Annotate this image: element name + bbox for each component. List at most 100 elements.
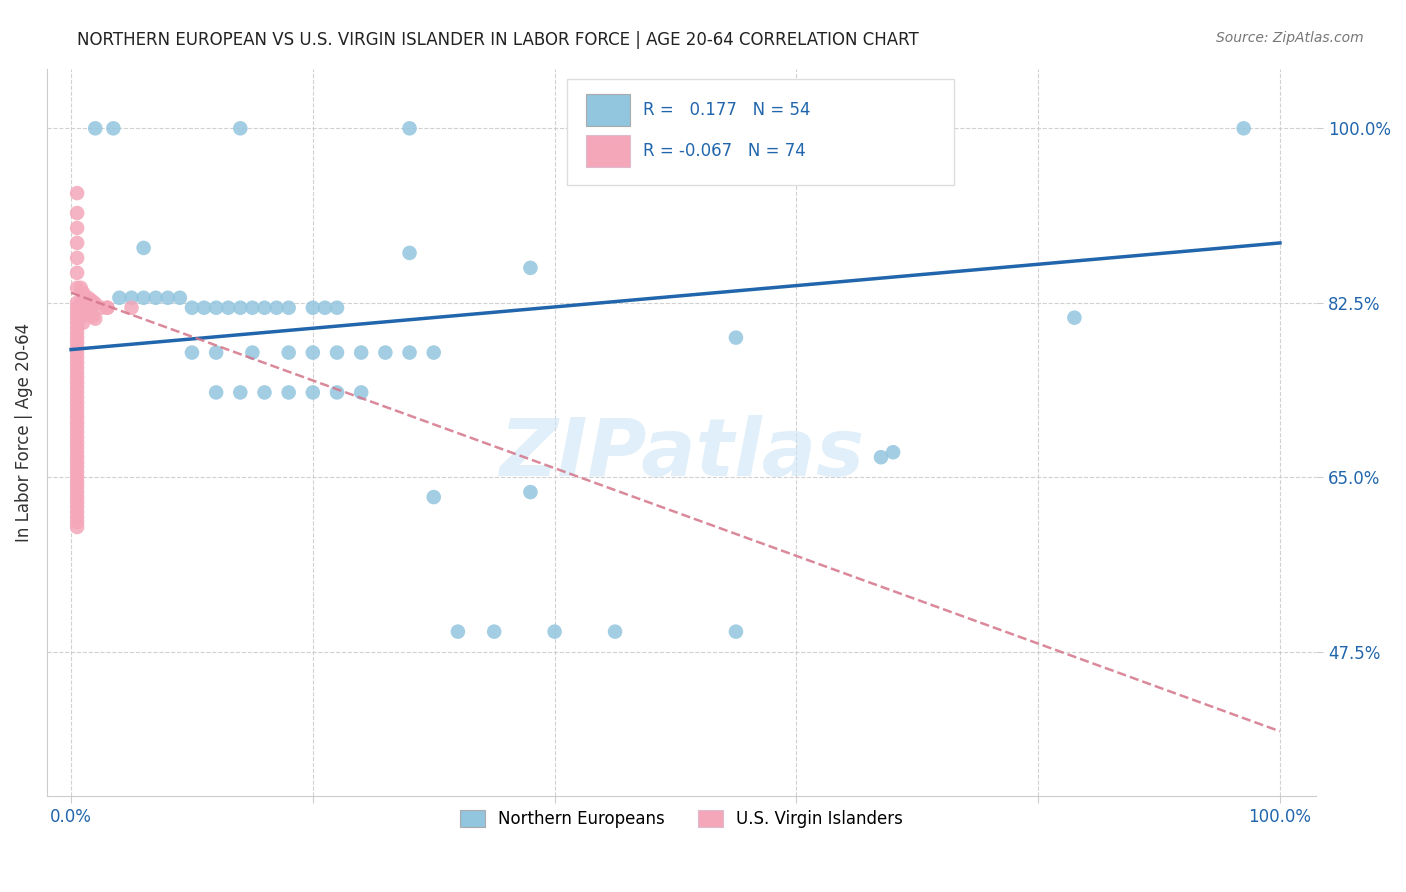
Point (66, 430, 89, 444)
Point (66, 415, 89, 429)
Point (447, 624, 470, 639)
Point (398, 345, 420, 359)
Point (326, 385, 349, 400)
Point (66, 385, 89, 400)
Point (132, 291, 155, 305)
Point (66, 380, 89, 394)
Point (1233, 121, 1256, 136)
Point (66, 376, 89, 390)
Point (69, 295, 91, 310)
Point (519, 260, 541, 275)
FancyBboxPatch shape (567, 79, 955, 185)
Point (422, 490, 444, 504)
Point (69, 310, 91, 325)
Point (66, 206, 89, 220)
Point (66, 391, 89, 405)
Point (66, 330, 89, 344)
Point (75, 291, 97, 305)
Point (121, 301, 143, 315)
Point (66, 450, 89, 465)
Point (84, 311, 107, 326)
Point (66, 485, 89, 500)
Point (66, 500, 89, 514)
Point (66, 470, 89, 484)
Point (66, 515, 89, 529)
Point (1063, 310, 1085, 325)
Point (229, 121, 252, 136)
Point (398, 121, 420, 136)
Point (66, 360, 89, 375)
Point (870, 450, 893, 465)
Point (69, 281, 91, 295)
Point (75, 306, 97, 320)
Point (229, 301, 252, 315)
Point (205, 385, 228, 400)
Point (145, 291, 167, 305)
Point (66, 251, 89, 265)
Point (82, 294, 104, 309)
Text: NORTHERN EUROPEAN VS U.S. VIRGIN ISLANDER IN LABOR FORCE | AGE 20-64 CORRELATION: NORTHERN EUROPEAN VS U.S. VIRGIN ISLANDE… (77, 31, 920, 49)
Point (66, 495, 89, 509)
Point (193, 301, 215, 315)
Point (66, 435, 89, 450)
Point (422, 345, 444, 359)
Point (181, 345, 204, 359)
Point (277, 345, 299, 359)
Point (374, 345, 396, 359)
Point (79, 293, 101, 307)
Point (82, 310, 104, 324)
Point (66, 335, 89, 350)
Point (181, 301, 204, 315)
Point (66, 395, 89, 409)
FancyBboxPatch shape (586, 135, 630, 167)
Point (66, 235, 89, 250)
Point (66, 505, 89, 519)
Point (519, 485, 541, 500)
Point (66, 480, 89, 494)
Point (66, 266, 89, 280)
Point (724, 624, 747, 639)
Point (66, 401, 89, 415)
Text: Source: ZipAtlas.com: Source: ZipAtlas.com (1216, 31, 1364, 45)
Point (66, 345, 89, 359)
Point (66, 465, 89, 479)
Point (314, 301, 336, 315)
Point (66, 301, 89, 315)
Point (66, 510, 89, 524)
Point (398, 246, 420, 260)
Point (229, 385, 252, 400)
Point (66, 326, 89, 340)
Point (66, 520, 89, 534)
Point (217, 301, 239, 315)
Point (66, 410, 89, 425)
Point (66, 370, 89, 384)
Text: R = -0.067   N = 74: R = -0.067 N = 74 (644, 142, 806, 160)
Point (72, 285, 94, 300)
Point (724, 330, 747, 344)
Point (350, 345, 373, 359)
Point (66, 221, 89, 235)
Point (205, 301, 228, 315)
Point (277, 385, 299, 400)
Point (96, 301, 118, 315)
Point (242, 301, 264, 315)
Point (66, 490, 89, 504)
Point (169, 291, 191, 305)
Point (79, 308, 101, 322)
Y-axis label: In Labor Force | Age 20-64: In Labor Force | Age 20-64 (15, 323, 32, 541)
Point (326, 345, 349, 359)
Point (90, 301, 112, 315)
Point (66, 281, 89, 295)
Point (66, 440, 89, 454)
Point (302, 385, 325, 400)
Point (66, 460, 89, 475)
FancyBboxPatch shape (586, 94, 630, 126)
Point (277, 301, 299, 315)
Point (132, 241, 155, 255)
Point (72, 301, 94, 315)
Point (96, 301, 118, 315)
Point (266, 301, 288, 315)
Text: ZIPatlas: ZIPatlas (499, 415, 865, 493)
Point (350, 385, 373, 400)
Point (543, 624, 565, 639)
